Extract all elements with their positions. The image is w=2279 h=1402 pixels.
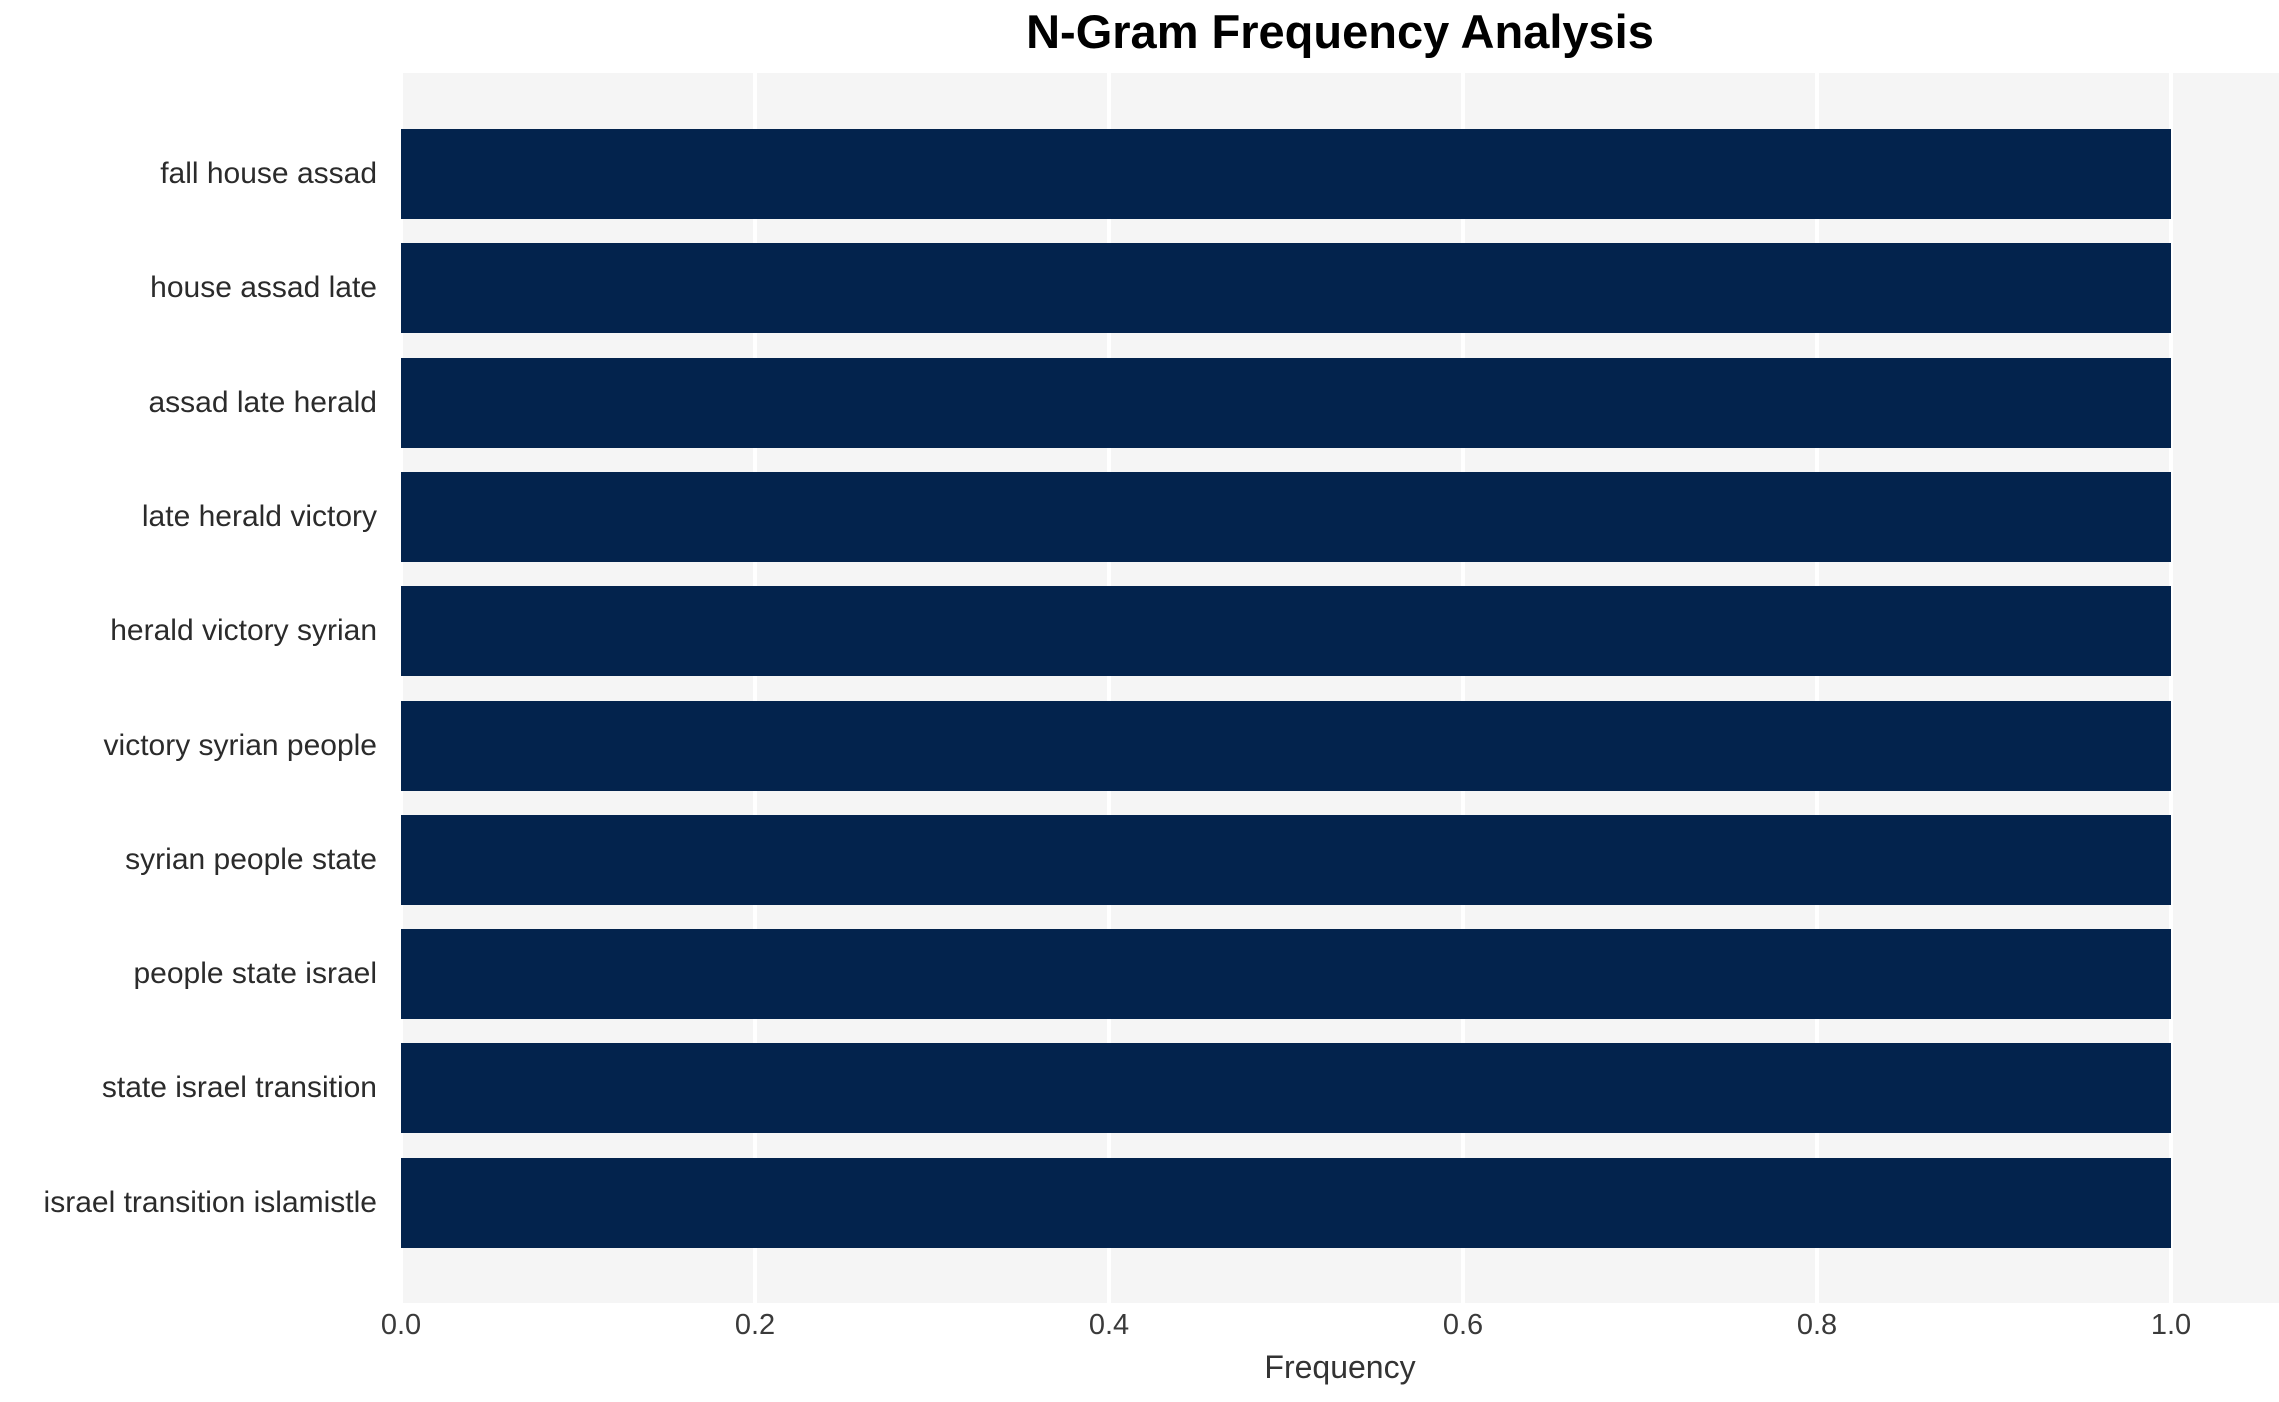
y-tick-label: state israel transition [101,1071,377,1105]
x-tick-label: 0.0 [380,1309,422,1341]
x-tick-label: 1.0 [2150,1309,2192,1341]
y-tick-label: assad late herald [148,385,378,419]
y-tick-label: fall house assad [160,157,377,190]
bar [401,929,2171,1020]
bar [401,357,2171,448]
chart-title: N-Gram Frequency Analysis [1026,5,1654,58]
bar [401,586,2171,677]
bar [401,1157,2171,1248]
gridline [1815,73,1819,1303]
plot-area [399,73,2279,1303]
y-tick-label: house assad late [150,271,377,305]
y-tick-label: israel transition islamistle [43,1185,377,1219]
bar [401,814,2171,905]
bar [401,1043,2171,1134]
y-tick-label: herald victory syrian [110,614,377,648]
gridline [753,73,757,1303]
y-tick-label: syrian people state [125,842,377,876]
y-tick-label: people state israel [133,957,378,991]
gridline [399,73,403,1303]
bar [401,243,2171,334]
bar [401,129,2171,219]
x-tick-label: 0.6 [1442,1309,1484,1341]
bar [401,471,2171,562]
gridline [1461,73,1465,1303]
x-tick-label: 0.4 [1088,1309,1130,1341]
x-axis: Frequency 0.0 0.2 0.4 0.6 0.8 1.0 [0,1303,2279,1402]
y-tick-label: late herald victory [141,499,377,533]
y-axis: fall house assad house assad late assad la… [0,73,389,1303]
x-axis-title: Frequency [1264,1349,1416,1385]
x-tick-label: 0.2 [734,1309,776,1341]
gridline [2169,73,2173,1303]
x-tick-label: 0.8 [1796,1309,1838,1341]
y-tick-label: victory syrian people [103,728,377,762]
gridline [1107,73,1111,1303]
bar [401,700,2171,791]
